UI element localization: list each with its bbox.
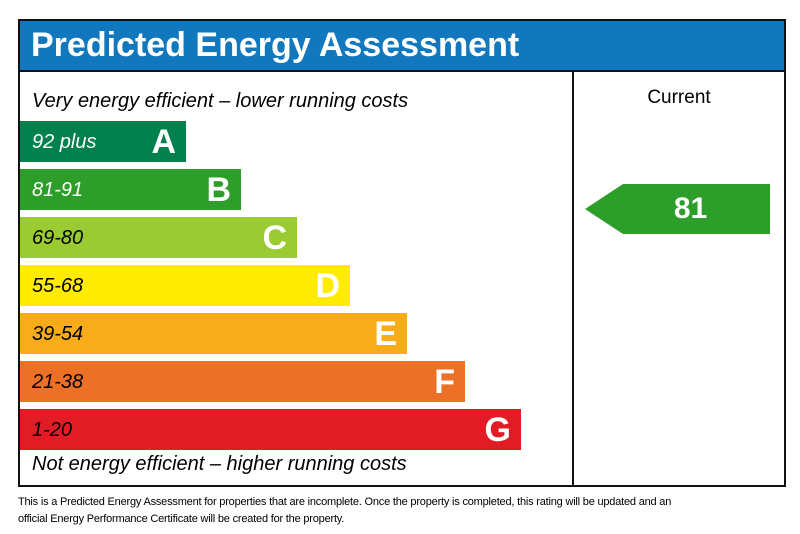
band-row-g: 1-20 G <box>20 409 521 450</box>
band-range: 39-54 <box>32 322 84 345</box>
band-letter: A <box>151 122 176 161</box>
band-letter: B <box>206 170 231 209</box>
band-range: 21-38 <box>32 370 84 393</box>
current-column: Current 81 <box>574 72 784 485</box>
column-divider <box>572 72 574 485</box>
band-row-e: 39-54 E <box>20 313 407 354</box>
band-range: 55-68 <box>32 274 84 297</box>
band-row-c: 69-80 C <box>20 217 297 258</box>
band-letter: F <box>434 362 455 401</box>
page-title: Predicted Energy Assessment <box>31 26 520 64</box>
band-range: 69-80 <box>32 226 84 249</box>
top-axis-label: Very energy efficient – lower running co… <box>32 90 409 112</box>
band-list: 92 plus A 81-91 B 69-80 C 55-68 D 39-54 … <box>20 121 521 457</box>
band-row-b: 81-91 B <box>20 169 241 210</box>
band-range: 1-20 <box>32 418 73 441</box>
band-letter: G <box>484 410 511 449</box>
bottom-axis-label: Not energy efficient – higher running co… <box>32 453 407 475</box>
footer-note: This is a Predicted Energy Assessment fo… <box>18 496 672 525</box>
current-rating-value: 81 <box>673 192 708 225</box>
band-letter: E <box>374 314 397 353</box>
band-row-a: 92 plus A <box>20 121 186 162</box>
band-row-d: 55-68 D <box>20 265 350 306</box>
band-chart-area: Very energy efficient – lower running co… <box>20 72 572 485</box>
header-bar: Predicted Energy Assessment <box>18 19 786 72</box>
epc-chart: Very energy efficient – lower running co… <box>18 72 786 487</box>
band-letter: D <box>315 266 340 305</box>
current-rating-arrow: 81 <box>585 184 770 234</box>
band-range: 92 plus <box>32 130 97 153</box>
band-row-f: 21-38 F <box>20 361 465 402</box>
current-column-header: Current <box>647 87 711 108</box>
band-range: 81-91 <box>32 178 84 201</box>
band-letter: C <box>262 218 287 257</box>
